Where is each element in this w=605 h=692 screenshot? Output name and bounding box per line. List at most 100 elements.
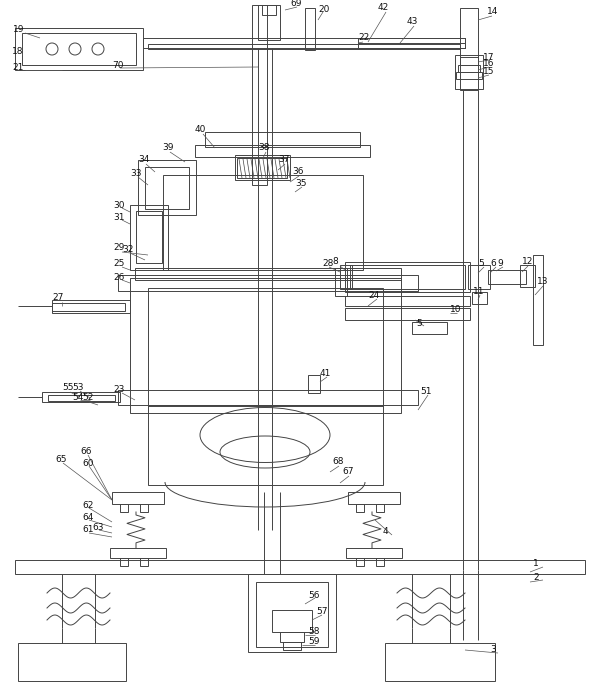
Bar xyxy=(15,560,585,574)
Text: 52: 52 xyxy=(82,394,93,403)
Text: 36: 36 xyxy=(292,167,304,176)
Bar xyxy=(235,155,290,180)
Text: 53: 53 xyxy=(72,383,83,392)
Bar xyxy=(118,390,418,405)
Bar xyxy=(143,38,465,48)
Text: 55: 55 xyxy=(62,383,73,392)
Bar xyxy=(52,300,130,313)
Bar xyxy=(460,8,478,90)
Bar xyxy=(140,504,148,512)
Bar xyxy=(118,275,418,291)
Bar xyxy=(348,492,400,504)
Bar xyxy=(237,158,287,178)
Text: 65: 65 xyxy=(55,455,67,464)
Text: 33: 33 xyxy=(130,168,142,178)
Text: 17: 17 xyxy=(483,53,494,62)
Bar xyxy=(120,504,128,512)
Text: 63: 63 xyxy=(92,522,103,531)
Bar xyxy=(385,643,495,681)
Text: 5: 5 xyxy=(478,259,484,268)
Text: 54: 54 xyxy=(72,392,83,401)
Text: 12: 12 xyxy=(522,257,534,266)
Text: 30: 30 xyxy=(113,201,125,210)
Text: 10: 10 xyxy=(450,305,462,314)
Text: 34: 34 xyxy=(138,156,149,165)
Text: 19: 19 xyxy=(13,24,24,33)
Text: 11: 11 xyxy=(473,287,485,296)
Bar xyxy=(22,33,136,65)
Bar xyxy=(256,582,328,647)
Bar xyxy=(533,255,543,345)
Bar xyxy=(350,265,465,289)
Text: 68: 68 xyxy=(332,457,344,466)
Text: 51: 51 xyxy=(420,388,431,397)
Bar xyxy=(468,265,490,289)
Bar xyxy=(18,643,126,681)
Text: 61: 61 xyxy=(82,525,94,534)
Bar xyxy=(345,308,470,320)
Text: 60: 60 xyxy=(82,459,94,468)
Bar xyxy=(305,8,315,50)
Text: 28: 28 xyxy=(322,259,333,268)
Text: 39: 39 xyxy=(162,143,174,152)
Bar xyxy=(356,558,364,566)
Text: 13: 13 xyxy=(537,277,549,286)
Bar xyxy=(335,268,347,296)
Text: 6: 6 xyxy=(490,259,495,268)
Text: 31: 31 xyxy=(113,212,125,221)
Bar xyxy=(460,57,478,65)
Text: 58: 58 xyxy=(308,628,319,637)
Text: 16: 16 xyxy=(483,60,494,69)
Text: 37: 37 xyxy=(278,156,290,165)
Bar xyxy=(280,632,304,642)
Text: 9: 9 xyxy=(497,259,503,268)
Bar xyxy=(130,205,168,270)
Text: 21: 21 xyxy=(12,62,24,71)
Text: 20: 20 xyxy=(318,5,329,14)
Bar xyxy=(148,405,383,485)
Text: 41: 41 xyxy=(320,369,332,378)
Text: 2: 2 xyxy=(533,572,538,581)
Text: 5: 5 xyxy=(416,318,422,327)
Text: 67: 67 xyxy=(342,468,353,477)
Text: 64: 64 xyxy=(82,513,93,522)
Bar xyxy=(205,132,360,147)
Bar xyxy=(163,175,363,270)
Bar xyxy=(148,288,383,406)
Text: 40: 40 xyxy=(195,125,206,134)
Text: 24: 24 xyxy=(368,291,379,300)
Bar xyxy=(120,558,128,566)
Text: 42: 42 xyxy=(378,3,389,12)
Text: 18: 18 xyxy=(12,48,24,57)
Text: 62: 62 xyxy=(82,500,93,509)
Bar xyxy=(345,296,470,306)
Text: 29: 29 xyxy=(113,244,125,253)
Bar xyxy=(272,610,312,632)
Text: 38: 38 xyxy=(258,143,269,152)
Bar xyxy=(252,5,267,185)
Text: 66: 66 xyxy=(80,448,91,457)
Bar xyxy=(346,548,402,558)
Text: 56: 56 xyxy=(308,590,319,599)
Text: 1: 1 xyxy=(533,560,538,569)
Bar xyxy=(135,268,401,280)
Bar xyxy=(458,65,480,72)
Bar xyxy=(15,28,143,70)
Text: 4: 4 xyxy=(383,527,388,536)
Bar xyxy=(376,558,384,566)
Bar xyxy=(48,395,115,401)
Text: 15: 15 xyxy=(483,68,494,77)
Bar xyxy=(345,262,470,292)
Bar xyxy=(456,72,482,79)
Bar xyxy=(130,278,401,413)
Bar xyxy=(262,5,276,15)
Bar xyxy=(308,375,320,393)
Bar xyxy=(455,55,483,89)
Text: 22: 22 xyxy=(358,33,369,42)
Text: 14: 14 xyxy=(487,8,499,17)
Bar xyxy=(356,504,364,512)
Bar xyxy=(472,292,487,304)
Bar xyxy=(520,265,535,287)
Bar xyxy=(52,303,125,311)
Text: 27: 27 xyxy=(52,293,64,302)
